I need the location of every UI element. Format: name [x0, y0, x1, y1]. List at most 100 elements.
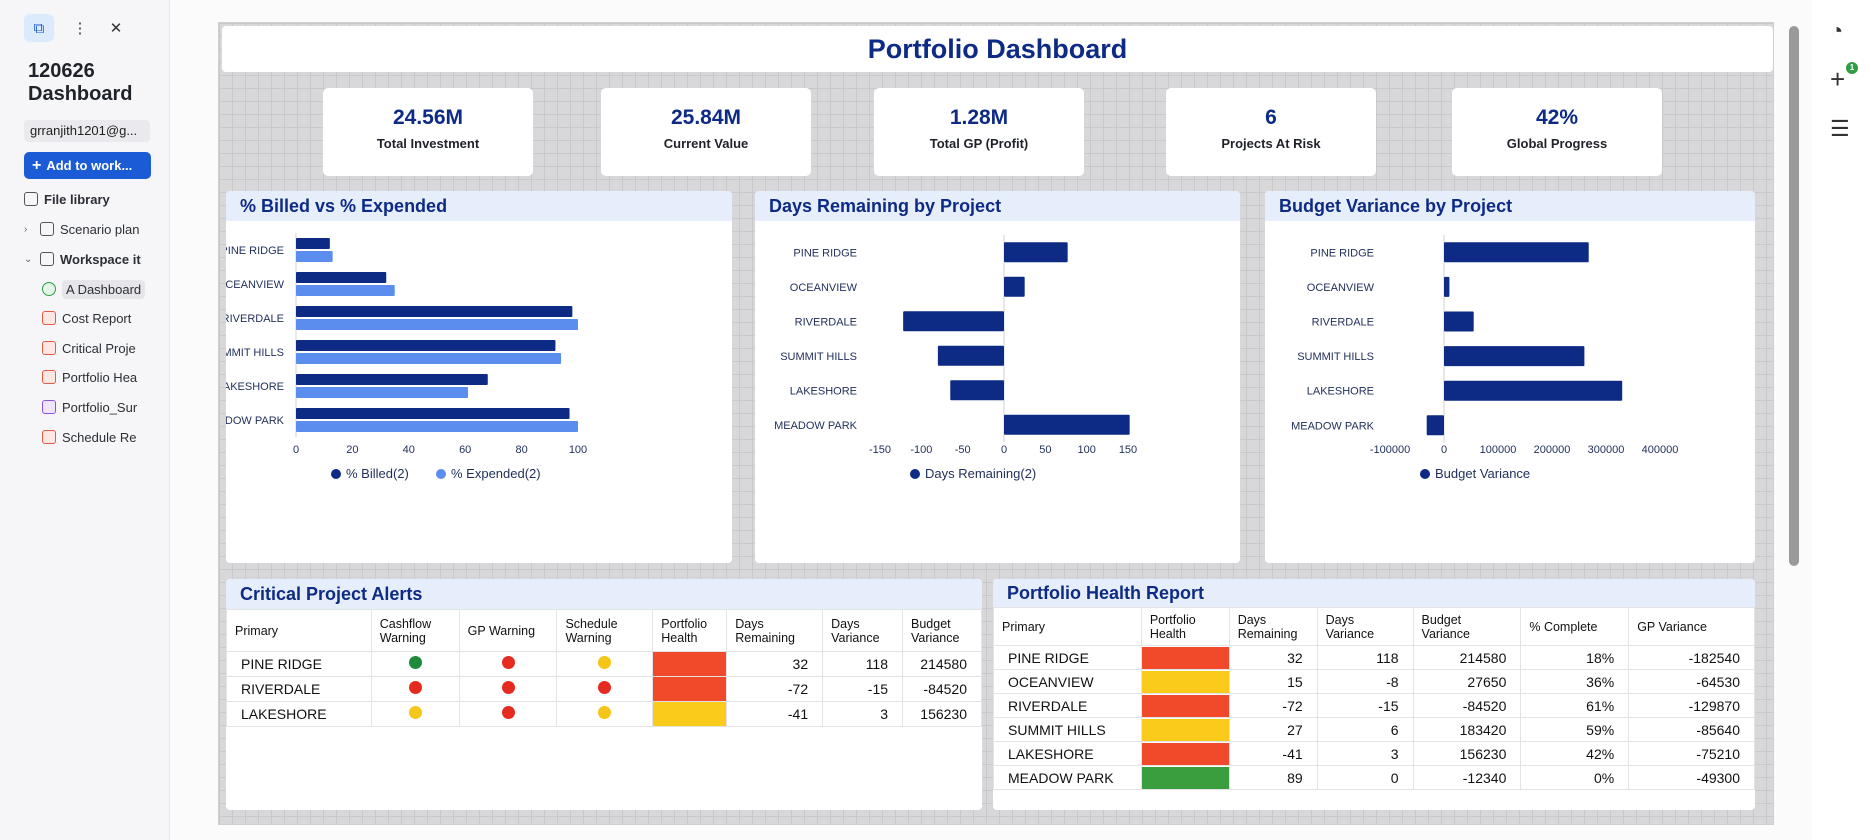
y-tick-label: SUMMIT HILLS	[780, 351, 857, 363]
project-name-cell: MEADOW PARK	[993, 765, 1142, 790]
table-header-cell[interactable]: Budget Variance	[902, 609, 982, 652]
kpi-label: Total Investment	[376, 136, 480, 151]
sidebar-item-portfolio-summary[interactable]: Portfolio_Sur	[42, 395, 170, 419]
chart-panel-billed-expended: % Billed vs % Expended PINE RIDGE OCEANVI…	[226, 191, 732, 563]
table-row[interactable]: PINE RIDGE 32 118 214580	[226, 651, 982, 677]
sidebar-item-schedule-report[interactable]: Schedule Re	[42, 425, 170, 449]
sidebar-item-file-library[interactable]: File library	[24, 187, 170, 211]
project-name-cell: RIVERDALE	[226, 676, 372, 702]
sidebar-item-scenario-plan[interactable]: › Scenario plan	[24, 217, 170, 241]
numeric-cell: 32	[1228, 645, 1318, 670]
critical-alerts-table: Primary Cashflow Warning GP Warning Schedul…	[226, 609, 982, 727]
sidebar-top-bar: ⧉ ⋮ ✕	[24, 14, 126, 42]
add-icon[interactable]: +	[1830, 64, 1846, 94]
y-tick-label: SUMMIT HILLS	[1297, 351, 1374, 363]
project-name-cell: LAKESHORE	[993, 741, 1142, 766]
notification-badge: 1	[1846, 62, 1858, 74]
warning-indicator-cell	[458, 701, 558, 727]
table-header-cell[interactable]: % Complete	[1520, 607, 1630, 646]
legend-marker	[436, 469, 446, 479]
x-tick-label: 0	[1001, 444, 1007, 456]
table-header-cell[interactable]: Budget Variance	[1412, 607, 1522, 646]
sidebar-item-label: Schedule Re	[62, 429, 137, 445]
sidebar-item-portfolio-health[interactable]: Portfolio Hea	[42, 365, 170, 389]
table-row[interactable]: MEADOW PARK 89 0 -12340 0% -49300	[993, 765, 1755, 790]
x-tick-label: 20	[346, 444, 358, 456]
table-header-cell[interactable]: Cashflow Warning	[370, 609, 460, 652]
project-name-cell: SUMMIT HILLS	[993, 717, 1142, 742]
health-swatch	[1141, 718, 1229, 741]
numeric-cell: -15	[1316, 693, 1414, 718]
chart-title: Days Remaining by Project	[755, 191, 1240, 221]
chevron-right-icon[interactable]: ›	[24, 223, 28, 235]
numeric-cell: 0	[1316, 765, 1414, 790]
status-dot	[408, 656, 422, 669]
canvas-scrollbar[interactable]	[1789, 26, 1799, 566]
sidebar-item-a-dashboard[interactable]: A Dashboard	[42, 277, 170, 301]
kpi-card-total-gp: 1.28M Total GP (Profit)	[874, 88, 1084, 176]
page-title: 120626 Dashboard	[28, 60, 133, 105]
table-header-cell[interactable]: GP Warning	[458, 609, 558, 652]
table-row[interactable]: RIVERDALE -72 -15 -84520	[226, 676, 982, 702]
table-header-cell[interactable]: GP Variance	[1628, 607, 1755, 646]
status-dot	[408, 706, 422, 719]
settings-sliders-icon[interactable]: ☰	[1830, 116, 1850, 141]
table-header-cell[interactable]: Portfolio Health	[652, 609, 728, 652]
table-header-cell[interactable]: Primary	[993, 607, 1142, 646]
table-header-cell[interactable]: Portfolio Health	[1140, 607, 1230, 646]
status-dot	[408, 681, 422, 694]
sidebar-item-cost-report[interactable]: Cost Report	[42, 306, 170, 330]
bar	[296, 340, 556, 351]
sidebar-item-critical-project[interactable]: Critical Proje	[42, 336, 170, 360]
health-color-cell	[1140, 741, 1230, 766]
table-row[interactable]: LAKESHORE -41 3 156230 42% -75210	[993, 741, 1755, 766]
table-row[interactable]: OCEANVIEW 15 -8 27650 36% -64530	[993, 669, 1755, 694]
more-options-icon[interactable]: ⋮	[72, 20, 88, 37]
kpi-card-global-progress: 42% Global Progress	[1452, 88, 1662, 176]
table-row[interactable]: RIVERDALE -72 -15 -84520 61% -129870	[993, 693, 1755, 718]
table-header-cell[interactable]: Schedule Warning	[556, 609, 654, 652]
health-color-cell	[1140, 669, 1230, 694]
bar	[296, 319, 578, 330]
table-header-cell[interactable]: Days Remaining	[1228, 607, 1318, 646]
table-row[interactable]: PINE RIDGE 32 118 214580 18% -182540	[993, 645, 1755, 670]
chevron-down-icon[interactable]: ⌄	[24, 253, 33, 265]
status-dot	[501, 656, 515, 669]
y-tick-label: OCEANVIEW	[226, 279, 285, 291]
warning-indicator-cell	[370, 676, 460, 702]
table-row[interactable]: LAKESHORE -41 3 156230	[226, 701, 982, 727]
account-email[interactable]: grranjith1201@g...	[24, 120, 150, 142]
y-tick-label: LAKESHORE	[790, 385, 857, 397]
y-tick-label: RIVERDALE	[226, 313, 284, 325]
y-tick-label: MEADOW PARK	[1291, 420, 1375, 432]
kpi-card-current-value: 25.84M Current Value	[601, 88, 811, 176]
numeric-cell: -84520	[902, 676, 982, 702]
x-tick-label: 100	[569, 444, 587, 456]
dashboard-icon	[42, 282, 56, 296]
add-to-workspace-button[interactable]: + Add to work...	[24, 152, 151, 179]
numeric-cell: 42%	[1520, 741, 1630, 766]
status-dot	[501, 706, 515, 719]
close-icon[interactable]: ✕	[109, 20, 123, 37]
y-tick-label: LAKESHORE	[1307, 386, 1374, 398]
x-tick-label: 80	[515, 444, 527, 456]
app-logo-icon[interactable]: ⧉	[24, 14, 54, 42]
table-row[interactable]: SUMMIT HILLS 27 6 183420 59% -85640	[993, 717, 1755, 742]
kpi-value: 24.56M	[392, 106, 464, 129]
kpi-label: Global Progress	[1506, 136, 1608, 151]
table-header-cell[interactable]: Days Variance	[822, 609, 904, 652]
library-icon	[24, 192, 38, 206]
chart-budget-variance: PINE RIDGE OCEANVIEW RIVERDALE SUMMIT HILLS…	[1291, 235, 1678, 481]
table-header-row: Primary Cashflow Warning GP Warning Schedul…	[226, 609, 982, 652]
numeric-cell: 6	[1316, 717, 1414, 742]
sidebar-item-label: Portfolio Hea	[62, 369, 138, 385]
warning-indicator-cell	[556, 651, 654, 677]
numeric-cell: 89	[1228, 765, 1318, 790]
critical-alerts-panel: Critical Project Alerts Primary Cashflow …	[226, 579, 982, 810]
sidebar-item-workspace[interactable]: ⌄ Workspace it	[24, 247, 170, 271]
palette-icon[interactable]: ◔	[1830, 18, 1844, 43]
table-header-cell[interactable]: Primary	[226, 609, 372, 652]
table-header-cell[interactable]: Days Remaining	[726, 609, 824, 652]
legend-label: % Billed(2)	[346, 466, 409, 481]
table-header-cell[interactable]: Days Variance	[1316, 607, 1414, 646]
